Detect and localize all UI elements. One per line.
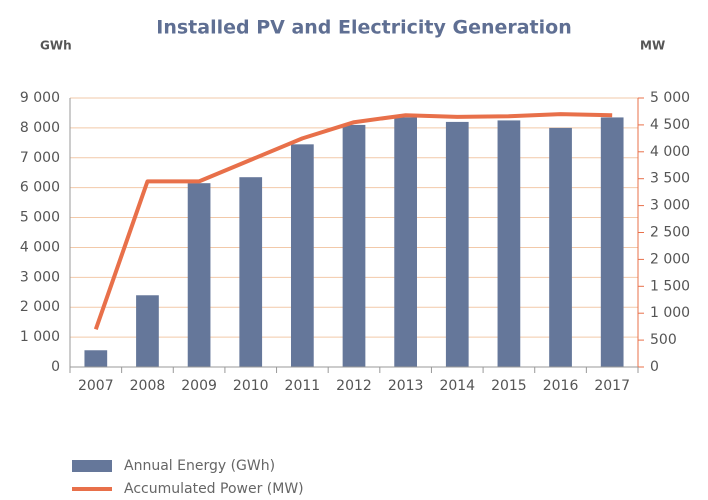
x-tick-label: 2010 bbox=[233, 378, 269, 394]
y-tick-label: 3 000 bbox=[20, 269, 60, 285]
bar bbox=[291, 144, 314, 367]
bar bbox=[497, 120, 521, 368]
y2-tick-label: 1 500 bbox=[650, 278, 690, 294]
bar bbox=[600, 117, 624, 367]
chart-title: Installed PV and Electricity Generation bbox=[156, 17, 571, 39]
y-tick-label: 5 000 bbox=[20, 210, 60, 226]
x-tick-label: 2013 bbox=[388, 378, 424, 394]
y2-tick-label: 3 000 bbox=[650, 198, 690, 214]
y2-tick-label: 2 500 bbox=[650, 225, 690, 241]
legend-swatch bbox=[72, 460, 112, 472]
y2-axis-title: MW bbox=[640, 39, 665, 53]
y2-tick-label: 4 000 bbox=[650, 144, 690, 160]
bar bbox=[394, 117, 417, 367]
y-tick-label: 9 000 bbox=[20, 90, 60, 106]
x-tick-label: 2015 bbox=[491, 378, 527, 394]
x-tick-label: 2012 bbox=[336, 378, 372, 394]
x-tick-label: 2008 bbox=[130, 378, 166, 394]
line bbox=[93, 112, 613, 330]
x-tick-label: 2016 bbox=[543, 378, 579, 394]
y-tick-label: 1 000 bbox=[20, 329, 60, 345]
x-tick-label: 2017 bbox=[594, 378, 630, 394]
x-tick-label: 2014 bbox=[439, 378, 475, 394]
bar bbox=[239, 177, 263, 367]
x-tick-label: 2007 bbox=[78, 378, 114, 394]
y2-tick-label: 1 000 bbox=[650, 305, 690, 321]
legend-label: Accumulated Power (MW) bbox=[124, 481, 304, 497]
y2-tick-label: 500 bbox=[650, 332, 677, 348]
y2-tick-label: 2 000 bbox=[650, 251, 690, 267]
y-tick-label: 2 000 bbox=[20, 299, 60, 315]
y2-tick-label: 5 000 bbox=[650, 90, 690, 106]
legend-label: Annual Energy (GWh) bbox=[124, 458, 275, 474]
bar bbox=[549, 127, 572, 367]
bar bbox=[342, 124, 366, 368]
y-tick-label: 8 000 bbox=[20, 120, 60, 136]
y-tick-label: 0 bbox=[51, 359, 60, 375]
y-tick-label: 6 000 bbox=[20, 180, 60, 196]
y-axis-title: GWh bbox=[40, 39, 72, 53]
bar bbox=[136, 295, 159, 367]
bar bbox=[445, 121, 469, 368]
bar bbox=[84, 350, 108, 367]
x-tick-label: 2009 bbox=[181, 378, 217, 394]
y2-tick-label: 3 500 bbox=[650, 171, 690, 187]
bar bbox=[187, 183, 211, 367]
y2-tick-label: 0 bbox=[650, 359, 659, 375]
x-tick-label: 2011 bbox=[285, 378, 321, 394]
y-tick-label: 4 000 bbox=[20, 239, 60, 255]
y-tick-label: 7 000 bbox=[20, 150, 60, 166]
y2-tick-label: 4 500 bbox=[650, 117, 690, 133]
